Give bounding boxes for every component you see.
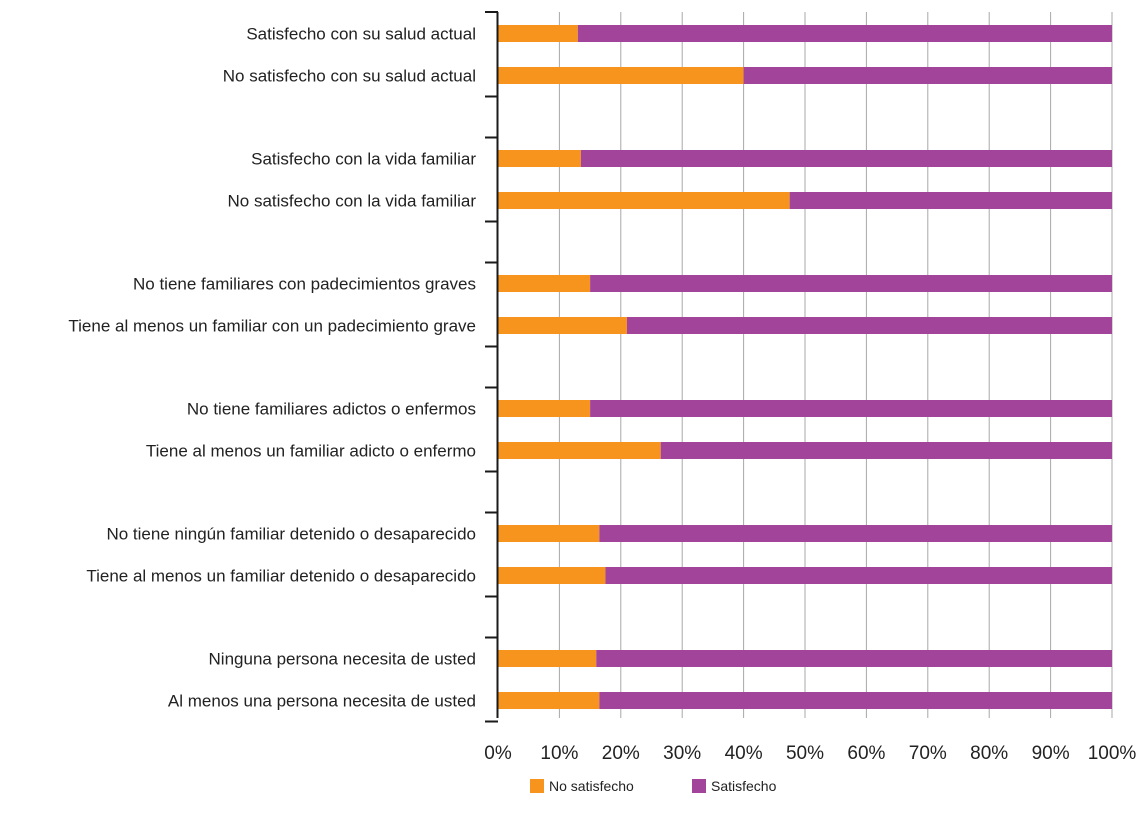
bar-satisfecho <box>743 67 1112 84</box>
legend: No satisfecho Satisfecho <box>0 778 1142 802</box>
category-label: Al menos una persona necesita de usted <box>168 692 476 711</box>
label-layer: Satisfecho con su salud actual No satisfe… <box>68 25 1136 765</box>
legend-label-satisfecho: Satisfecho <box>711 778 777 794</box>
bar-no-satisfecho <box>498 150 581 167</box>
bar-no-satisfecho <box>498 650 597 667</box>
bar-satisfecho <box>599 692 1112 709</box>
bar-satisfecho <box>626 317 1112 334</box>
bar-no-satisfecho <box>498 317 627 334</box>
category-label: No tiene ningún familiar detenido o desa… <box>106 525 476 544</box>
bar-layer <box>498 25 1112 709</box>
bar-satisfecho <box>660 442 1112 459</box>
grid-layer <box>558 12 1113 718</box>
category-label: Satisfecho con la vida familiar <box>251 150 476 169</box>
bar-satisfecho <box>580 150 1112 167</box>
bar-no-satisfecho <box>498 525 600 542</box>
x-tick-label: 40% <box>725 743 763 764</box>
x-tick-label: 70% <box>909 743 947 764</box>
bar-no-satisfecho <box>498 442 661 459</box>
x-tick-label: 50% <box>786 743 824 764</box>
category-label: No satisfecho con la vida familiar <box>227 192 476 211</box>
bar-satisfecho <box>590 275 1112 292</box>
x-tick-label: 100% <box>1088 743 1137 764</box>
x-tick-label: 10% <box>540 743 578 764</box>
category-label: Satisfecho con su salud actual <box>246 25 476 44</box>
bar-no-satisfecho <box>498 67 744 84</box>
x-tick-label: 30% <box>663 743 701 764</box>
bar-satisfecho <box>596 650 1112 667</box>
category-label: Tiene al menos un familiar adicto o enfe… <box>146 442 476 461</box>
bar-satisfecho <box>577 25 1112 42</box>
bar-no-satisfecho <box>498 192 790 209</box>
category-label: No tiene familiares adictos o enfermos <box>187 400 476 419</box>
x-tick-label: 80% <box>970 743 1008 764</box>
legend-item-no-satisfecho: No satisfecho <box>530 778 634 794</box>
legend-label-no-satisfecho: No satisfecho <box>549 778 634 794</box>
x-tick-label: 0% <box>484 743 512 764</box>
bar-satisfecho <box>599 525 1112 542</box>
category-label: No satisfecho con su salud actual <box>223 67 476 86</box>
x-tick-label: 90% <box>1032 743 1070 764</box>
bar-satisfecho <box>605 567 1112 584</box>
legend-item-satisfecho: Satisfecho <box>692 778 776 794</box>
category-label: No tiene familiares con padecimientos gr… <box>133 275 476 294</box>
bar-no-satisfecho <box>498 275 591 292</box>
category-label: Tiene al menos un familiar detenido o de… <box>86 567 476 586</box>
x-tick-label: 60% <box>847 743 885 764</box>
bar-satisfecho <box>590 400 1112 417</box>
bar-no-satisfecho <box>498 567 606 584</box>
bar-no-satisfecho <box>498 692 600 709</box>
category-label: Ninguna persona necesita de usted <box>209 650 476 669</box>
legend-swatch-satisfecho <box>692 779 706 793</box>
legend-swatch-no-satisfecho <box>530 779 544 793</box>
x-tick-label: 20% <box>602 743 640 764</box>
bar-no-satisfecho <box>498 25 578 42</box>
category-label: Tiene al menos un familiar con un padeci… <box>68 317 476 336</box>
axis-layer <box>485 11 499 723</box>
bar-no-satisfecho <box>498 400 591 417</box>
bar-satisfecho <box>789 192 1112 209</box>
